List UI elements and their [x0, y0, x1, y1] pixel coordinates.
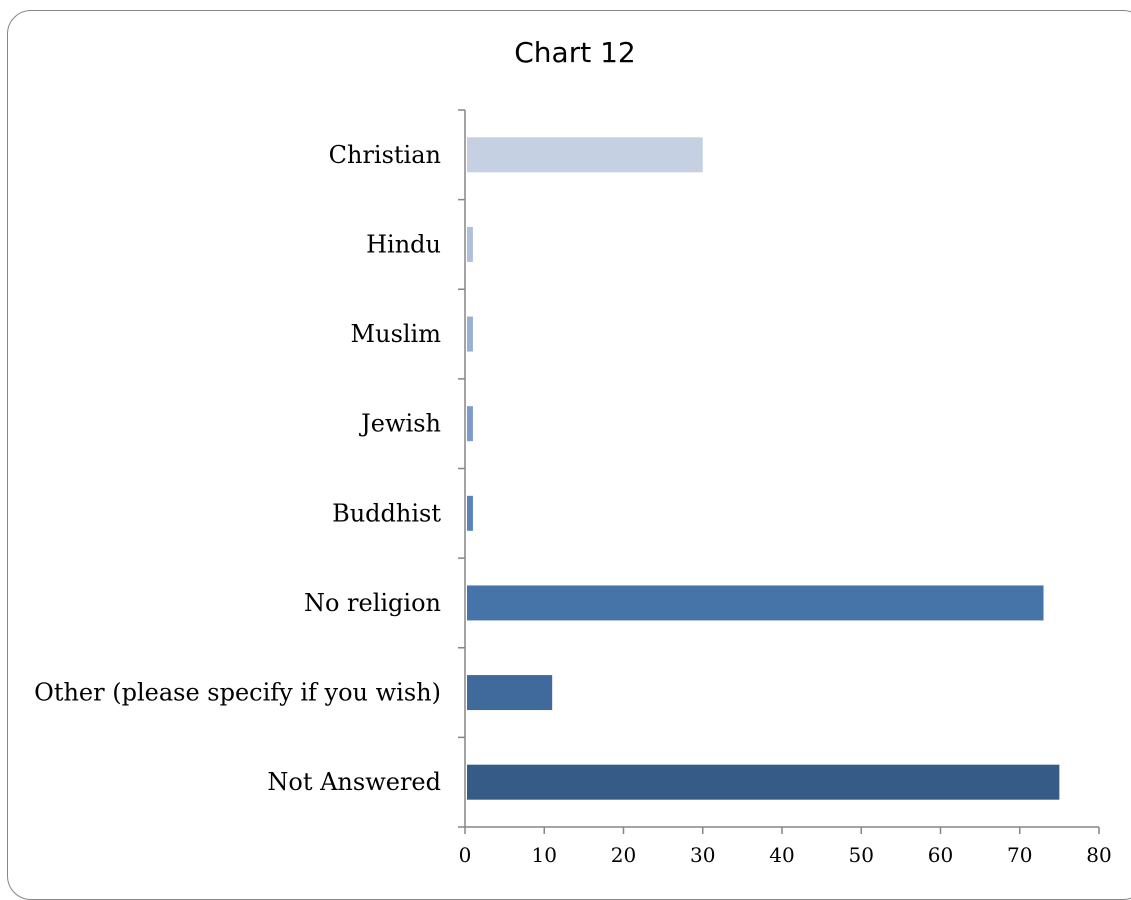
category-label: Hindu — [366, 230, 441, 258]
bars-group — [467, 137, 1060, 800]
bar — [467, 226, 473, 262]
x-tick-label: 40 — [769, 843, 794, 867]
axes-group — [458, 109, 1100, 834]
category-label: Buddhist — [332, 499, 441, 527]
x-tick-label: 20 — [611, 843, 636, 867]
labels-group: Christian Hindu Muslim Jewish Buddhist No rel… — [34, 141, 1112, 867]
category-label: Other (please specify if you wish) — [34, 679, 441, 707]
x-tick-label: 70 — [1007, 843, 1032, 867]
x-tick-label: 60 — [928, 843, 953, 867]
bar — [467, 764, 1060, 800]
category-label: No religion — [304, 589, 441, 617]
x-tick-label: 30 — [690, 843, 715, 867]
x-tick-label: 50 — [849, 843, 874, 867]
x-tick-label: 80 — [1086, 843, 1111, 867]
category-label: Not Answered — [267, 768, 441, 796]
x-tick-label: 10 — [532, 843, 557, 867]
category-label: Jewish — [358, 410, 441, 438]
x-tick-label: 0 — [459, 843, 472, 867]
bar — [467, 495, 473, 531]
bar — [467, 675, 553, 711]
category-label: Christian — [329, 141, 441, 169]
category-label: Muslim — [351, 320, 442, 348]
bar — [467, 316, 473, 352]
bar — [467, 585, 1044, 621]
bar — [467, 406, 473, 442]
chart-title: Chart 12 — [514, 36, 636, 69]
bar — [467, 137, 703, 173]
